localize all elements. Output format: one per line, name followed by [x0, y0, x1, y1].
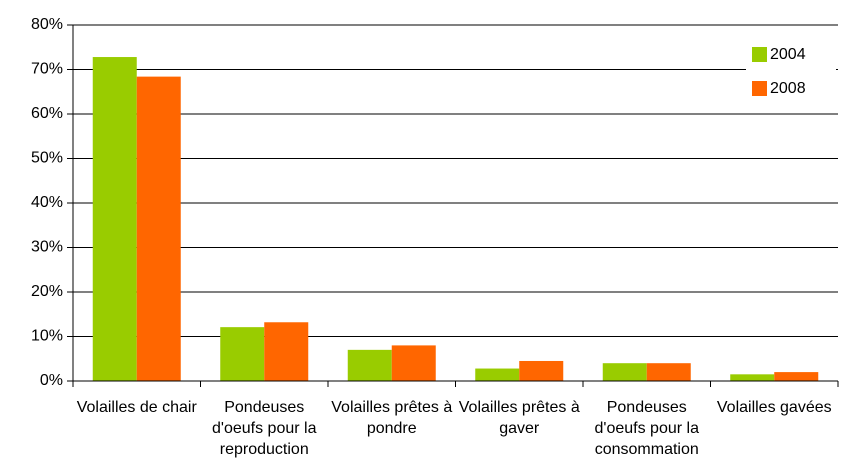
x-tick-label: Pondeuses d'oeufs pour la reproduction	[212, 399, 317, 458]
y-tick-label: 50%	[31, 150, 63, 167]
y-tick-label: 70%	[31, 61, 63, 78]
bar	[475, 368, 520, 381]
x-tick-label: Volailles de chair	[76, 399, 197, 416]
x-tick-label: Volailles gavées	[716, 399, 832, 416]
legend-label: 2004	[770, 46, 806, 63]
bar	[730, 374, 775, 381]
bar	[92, 57, 137, 381]
legend-swatch	[752, 81, 767, 96]
legend-label: 2008	[770, 80, 806, 97]
bar	[347, 349, 392, 381]
bar	[646, 363, 691, 381]
y-tick-label: 30%	[31, 239, 63, 256]
y-tick-label: 20%	[31, 283, 63, 300]
x-tick-label: Volailles prêtes à pondre	[331, 399, 453, 437]
bar	[391, 345, 436, 381]
y-tick-label: 80%	[31, 16, 63, 33]
bar	[774, 372, 819, 381]
bar	[602, 363, 647, 381]
bar	[519, 360, 564, 381]
bar	[136, 76, 181, 382]
bar	[220, 327, 265, 381]
y-tick-label: 10%	[31, 328, 63, 345]
y-tick-label: 40%	[31, 194, 63, 211]
y-tick-label: 0%	[40, 372, 63, 389]
legend-swatch	[752, 47, 767, 62]
y-tick-label: 60%	[31, 105, 63, 122]
x-tick-label: Volailles prêtes à gaver	[458, 399, 580, 437]
bar	[264, 322, 309, 381]
x-tick-label: Pondeuses d'oeufs pour la consommation	[594, 399, 699, 458]
